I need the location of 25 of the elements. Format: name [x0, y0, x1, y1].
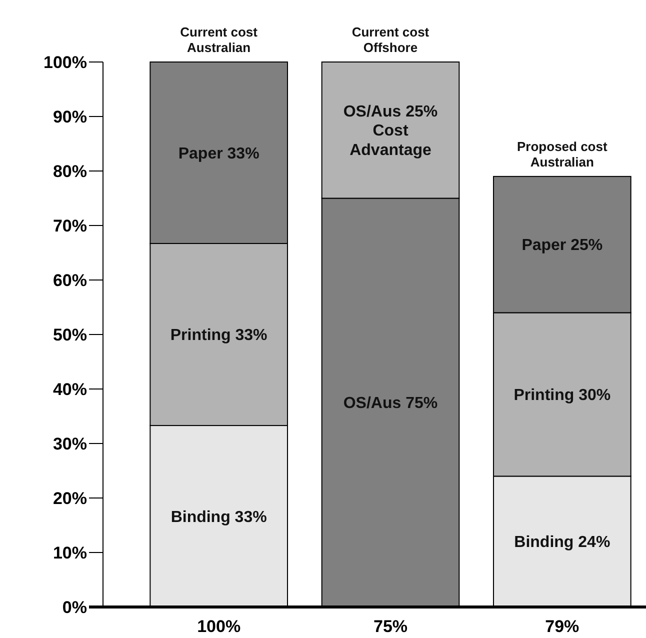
- y-tick-label: 20%: [52, 488, 87, 508]
- y-tick-label: 0%: [62, 598, 87, 617]
- annotation: Current cost Australian: [180, 24, 258, 55]
- data-label: Paper 25%: [522, 237, 603, 254]
- y-tick-label: 60%: [52, 270, 87, 290]
- annotation: Current cost Offshore: [352, 24, 430, 55]
- y-tick-label: 40%: [52, 380, 87, 399]
- y-tick-label: 70%: [52, 216, 87, 236]
- data-label: Binding 33%: [170, 508, 267, 526]
- y-tick-label: 10%: [52, 543, 87, 562]
- data-label: OS/Aus 75%: [343, 395, 438, 412]
- y-tick-label: 80%: [52, 162, 87, 181]
- x-tick-label: 100%: [197, 617, 241, 636]
- data-label: Binding 24%: [514, 534, 610, 552]
- y-tick-label: 50%: [52, 325, 87, 344]
- data-label: Printing 33%: [170, 327, 268, 344]
- y-tick-label: 30%: [52, 434, 87, 454]
- y-tick-label: 100%: [44, 52, 87, 72]
- data-label: Printing 30%: [514, 387, 611, 404]
- data-label: Paper 33%: [178, 145, 260, 162]
- x-tick-label: 79%: [545, 617, 580, 636]
- y-tick-label: 90%: [52, 107, 87, 126]
- data-label: OS/Aus 25% Cost Advantage: [343, 104, 438, 159]
- x-tick-label: 75%: [373, 617, 408, 636]
- annotation: Proposed cost Australian: [517, 138, 608, 170]
